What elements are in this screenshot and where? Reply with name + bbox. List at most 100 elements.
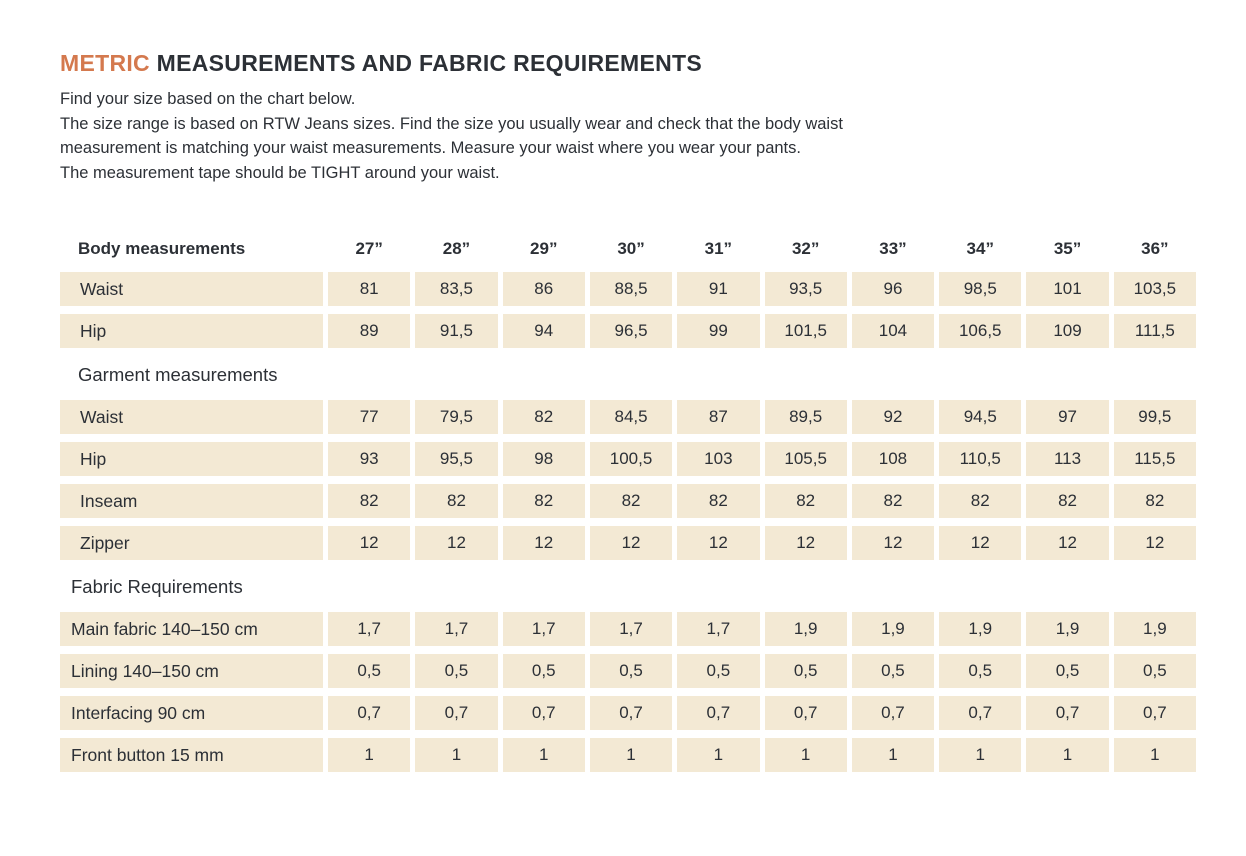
row-label: Waist xyxy=(60,400,323,434)
value-cell: 12 xyxy=(415,526,498,560)
size-table: Body measurements 27” 28” 29” 30” 31” 32” 33” 34… xyxy=(60,233,1196,772)
value-cell: 1,7 xyxy=(589,612,673,646)
value-cell: 0,5 xyxy=(328,654,411,688)
value-cell: 83,5 xyxy=(415,272,498,306)
value-cell: 94,5 xyxy=(939,400,1022,434)
value-cell: 82 xyxy=(1113,484,1196,518)
value-cell: 12 xyxy=(939,526,1022,560)
value-cell: 98 xyxy=(502,442,585,476)
row-label: Hip xyxy=(60,314,323,348)
row-label: Zipper xyxy=(60,526,323,560)
value-cell: 93,5 xyxy=(764,272,847,306)
value-cell: 82 xyxy=(851,484,935,518)
value-cell: 0,5 xyxy=(764,654,847,688)
size-column-header: 28” xyxy=(442,239,471,258)
table-row: Inseam 82 82 82 82 82 82 82 82 82 82 xyxy=(60,484,1196,518)
value-cell: 1 xyxy=(1026,738,1109,772)
value-cell: 0,7 xyxy=(939,696,1022,730)
page-title-accent: METRIC xyxy=(60,50,150,76)
value-cell: 82 xyxy=(939,484,1022,518)
value-cell: 106,5 xyxy=(939,314,1022,348)
value-cell: 94 xyxy=(502,314,585,348)
value-cell: 1 xyxy=(1113,738,1196,772)
value-cell: 1,9 xyxy=(1026,612,1109,646)
size-column-header: 30” xyxy=(617,239,645,258)
value-cell: 0,5 xyxy=(677,654,760,688)
value-cell: 82 xyxy=(328,484,411,518)
value-cell: 103 xyxy=(677,442,760,476)
value-cell: 0,5 xyxy=(851,654,935,688)
value-cell: 12 xyxy=(677,526,760,560)
value-cell: 1 xyxy=(328,738,411,772)
value-cell: 99 xyxy=(677,314,760,348)
value-cell: 113 xyxy=(1026,442,1109,476)
value-cell: 0,7 xyxy=(764,696,847,730)
value-cell: 110,5 xyxy=(939,442,1022,476)
table-row: Hip 89 91,5 94 96,5 99 101,5 104 106,5 109 111,5 xyxy=(60,314,1196,348)
value-cell: 0,7 xyxy=(851,696,935,730)
size-column-header: 33” xyxy=(879,239,907,258)
row-label: Lining 140–150 cm xyxy=(60,654,323,688)
value-cell: 77 xyxy=(328,400,411,434)
intro-line-2: The size range is based on RTW Jeans siz… xyxy=(60,114,843,133)
value-cell: 1 xyxy=(764,738,847,772)
page-title-rest: MEASUREMENTS AND FABRIC REQUIREMENTS xyxy=(149,50,703,76)
value-cell: 0,7 xyxy=(502,696,585,730)
value-cell: 1 xyxy=(677,738,760,772)
row-label: Waist xyxy=(60,272,323,306)
value-cell: 92 xyxy=(851,400,935,434)
value-cell: 82 xyxy=(677,484,760,518)
table-row: Zipper 12 12 12 12 12 12 12 12 12 12 xyxy=(60,526,1196,560)
table-header-label: Body measurements xyxy=(78,239,246,258)
value-cell: 101,5 xyxy=(764,314,847,348)
value-cell: 84,5 xyxy=(589,400,673,434)
value-cell: 82 xyxy=(502,400,585,434)
value-cell: 12 xyxy=(764,526,847,560)
size-column-header: 29” xyxy=(530,239,558,258)
row-label: Hip xyxy=(60,442,323,476)
value-cell: 0,7 xyxy=(589,696,673,730)
value-cell: 12 xyxy=(502,526,585,560)
size-column-header: 34” xyxy=(966,239,994,258)
table-row: Hip 93 95,5 98 100,5 103 105,5 108 110,5 113 115,5 xyxy=(60,442,1196,476)
intro-text: Find your size based on the chart below.… xyxy=(60,87,1196,185)
table-header-row: Body measurements 27” 28” 29” 30” 31” 32” 33” 34… xyxy=(60,233,1196,265)
value-cell: 111,5 xyxy=(1113,314,1196,348)
table-row: Interfacing 90 cm 0,7 0,7 0,7 0,7 0,7 0,7 0,7 0,… xyxy=(60,696,1196,730)
value-cell: 1,7 xyxy=(415,612,498,646)
value-cell: 103,5 xyxy=(1113,272,1196,306)
table-row: Waist 81 83,5 86 88,5 91 93,5 96 98,5 101 103,5 xyxy=(60,272,1196,306)
value-cell: 12 xyxy=(328,526,411,560)
value-cell: 101 xyxy=(1026,272,1109,306)
row-label: Main fabric 140–150 cm xyxy=(60,612,323,646)
value-cell: 1 xyxy=(415,738,498,772)
row-label: Front button 15 mm xyxy=(60,738,323,772)
value-cell: 88,5 xyxy=(589,272,673,306)
value-cell: 82 xyxy=(1026,484,1109,518)
value-cell: 109 xyxy=(1026,314,1109,348)
value-cell: 99,5 xyxy=(1113,400,1196,434)
value-cell: 12 xyxy=(1026,526,1109,560)
value-cell: 0,7 xyxy=(677,696,760,730)
value-cell: 0,5 xyxy=(1026,654,1109,688)
value-cell: 0,5 xyxy=(939,654,1022,688)
section-title-row: Garment measurements xyxy=(60,358,1196,392)
value-cell: 87 xyxy=(677,400,760,434)
value-cell: 97 xyxy=(1026,400,1109,434)
value-cell: 12 xyxy=(1113,526,1196,560)
value-cell: 82 xyxy=(764,484,847,518)
value-cell: 0,7 xyxy=(1026,696,1109,730)
value-cell: 1 xyxy=(939,738,1022,772)
value-cell: 0,7 xyxy=(415,696,498,730)
size-column-header: 32” xyxy=(791,239,820,258)
value-cell: 93 xyxy=(328,442,411,476)
value-cell: 1 xyxy=(851,738,935,772)
intro-line-1: Find your size based on the chart below. xyxy=(60,90,356,108)
value-cell: 0,5 xyxy=(1113,654,1196,688)
value-cell: 82 xyxy=(502,484,585,518)
value-cell: 12 xyxy=(851,526,935,560)
value-cell: 81 xyxy=(328,272,411,306)
row-label: Interfacing 90 cm xyxy=(60,696,323,730)
value-cell: 98,5 xyxy=(939,272,1022,306)
